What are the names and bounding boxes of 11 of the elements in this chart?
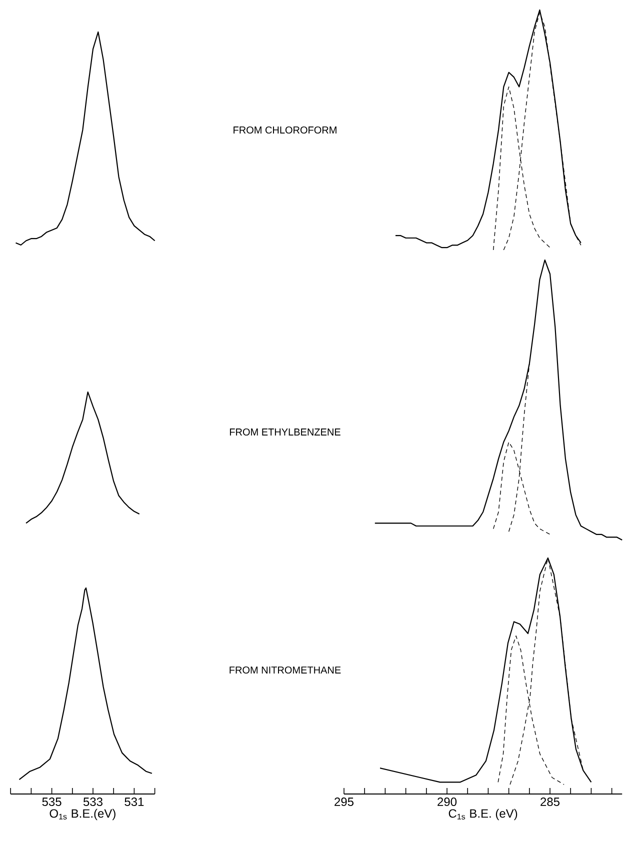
x-tick-label: 531 [124,798,144,806]
text: FROM CHLOROFORM [234,126,336,134]
x-tick-label: 290 [438,798,457,806]
text: FROM ETHYLBENZENE [230,428,340,436]
x-tick-label: 535 [42,798,62,806]
x-tick-label: 533 [83,798,102,806]
x-tick-label: 285 [540,798,560,806]
x-axis-title: O$_{1s}$ B.E.(eV) [50,808,116,820]
x-axis-title: C$_{1s}$ B.E. (eV) [448,808,518,820]
text: FROM NITROMETHANE [230,666,341,674]
x-tick-label: 295 [334,798,354,806]
